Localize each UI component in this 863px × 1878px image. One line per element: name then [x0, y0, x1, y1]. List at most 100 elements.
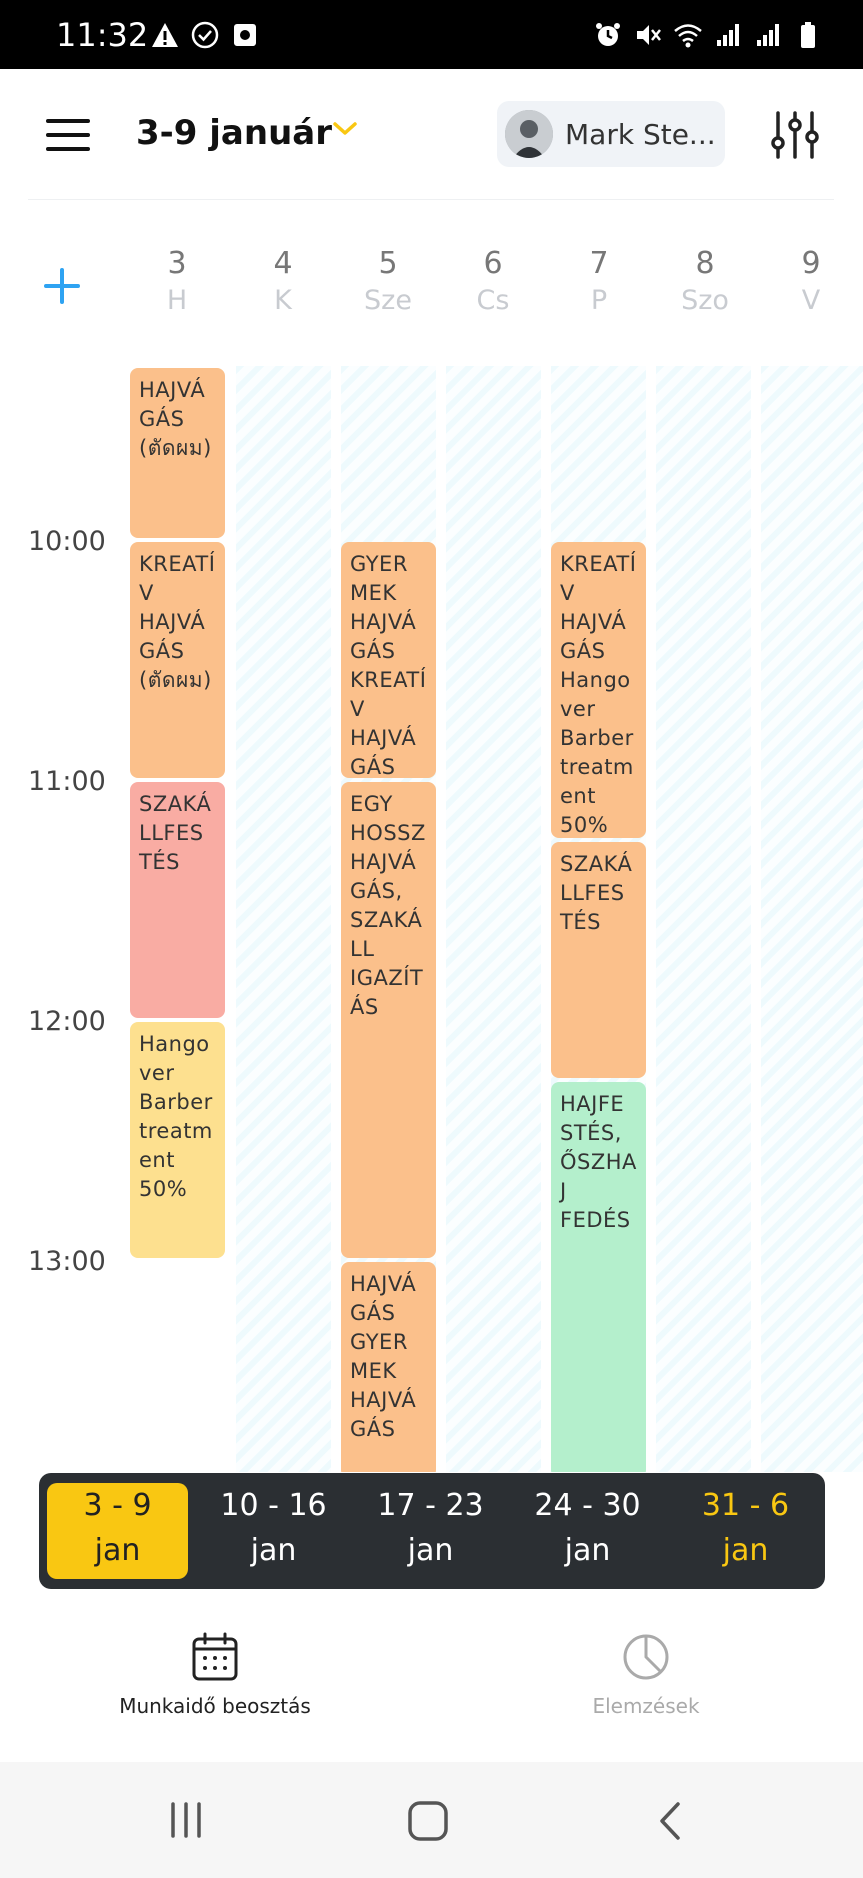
week-title[interactable]: 3-9 január: [136, 113, 332, 153]
appointment-text-line: GÁS: [350, 639, 396, 663]
hour-label: 13:00: [28, 1246, 106, 1277]
home-icon[interactable]: [406, 1800, 450, 1846]
warning-icon: [150, 20, 180, 50]
appointment-text-line: 50%: [139, 1177, 188, 1201]
appointment-text-line: LLFES: [560, 881, 625, 905]
appointment-block[interactable]: SZAKÁ LLFES TÉS: [551, 842, 646, 1078]
recent-apps-icon[interactable]: [166, 1800, 206, 1844]
appointment-text-line: GYER: [350, 552, 408, 576]
appointment-text-line: EGY: [350, 792, 393, 816]
status-bar: 11:32: [0, 0, 863, 69]
appointment-text-line: Hango: [139, 1032, 210, 1056]
appointment-text-line: V: [139, 581, 154, 605]
appointment-text-line: J: [560, 1179, 567, 1203]
week-option[interactable]: 17 - 23 jan: [377, 1488, 484, 1568]
appointment-text-line: GÁS,: [350, 879, 403, 903]
appointment-block[interactable]: HAJVÁ GÁS (ตัดผม): [130, 368, 225, 538]
appointment-block[interactable]: HAJFE STÉS, ŐSZHA J FEDÉS: [551, 1082, 646, 1472]
appointment-text-line: KREATÍ: [139, 552, 216, 576]
appointment-text-line: HAJFE: [560, 1092, 625, 1116]
calendar-icon: [191, 1632, 239, 1686]
appointment-text-line: STÉS,: [560, 1121, 622, 1145]
hour-label: 10:00: [28, 526, 106, 557]
appointment-block[interactable]: SZAKÁ LLFES TÉS: [130, 782, 225, 1018]
nav-analytics-tab[interactable]: Elemzések: [521, 1632, 771, 1718]
appointment-text-line: GÁS: [350, 755, 396, 778]
appointment-text-line: ent: [139, 1148, 175, 1172]
avatar: [505, 110, 553, 158]
week-option[interactable]: 3 - 9 jan: [47, 1483, 188, 1579]
appointment-text-line: HAJVÁ: [139, 378, 206, 402]
appointment-text-line: Hango: [560, 668, 631, 692]
nav-schedule-label: Munkaidő beosztás: [119, 1694, 311, 1718]
battery-icon: [793, 20, 823, 50]
hour-label: 11:00: [28, 766, 106, 797]
back-icon[interactable]: [656, 1800, 686, 1846]
appointment-text-line: KREATÍ: [560, 552, 637, 576]
appointment-text-line: ÁS: [350, 995, 379, 1019]
appointment-text-line: GÁS: [350, 1417, 396, 1441]
appointment-text-line: GÁS: [350, 1301, 396, 1325]
appointment-text-line: SZAKÁ: [560, 852, 633, 876]
bottom-navigation: Munkaidő beosztás Elemzések: [0, 1600, 863, 1760]
signal-icon: [713, 20, 743, 50]
mute-icon: [633, 20, 663, 50]
appointment-text-line: (ตัดผม): [139, 436, 212, 460]
status-time: 11:32: [56, 16, 149, 54]
appointment-text-line: HOSSZ: [350, 821, 426, 845]
appointment-block[interactable]: KREATÍ V HAJVÁ GÁS (ตัดผม): [130, 542, 225, 778]
user-selector[interactable]: Mark Ste...: [497, 101, 725, 167]
appointment-text-line: (ตัดผม): [139, 668, 212, 692]
appointment-text-line: HAJVÁ: [350, 1388, 417, 1412]
appointment-text-line: ŐSZHA: [560, 1150, 637, 1174]
appointment-text-line: HAJVÁ: [139, 610, 206, 634]
appointment-text-line: HAJVÁ: [350, 1272, 417, 1296]
appointment-block[interactable]: HAJVÁ GÁS GYER MEK HAJVÁ GÁS: [341, 1262, 436, 1472]
appointment-block[interactable]: KREATÍ V HAJVÁ GÁS Hango ver Barber treatm ent 50…: [551, 542, 646, 838]
day-column-header[interactable]: 5 Sze: [364, 246, 412, 316]
appointment-text-line: GYER: [350, 1330, 408, 1354]
appointment-text-line: HAJVÁ: [560, 610, 627, 634]
appointment-text-line: GÁS: [139, 639, 185, 663]
filter-sliders-icon[interactable]: [770, 109, 820, 165]
app-header: 3-9 január Mark Ste...: [0, 69, 863, 199]
appointment-text-line: ver: [560, 697, 596, 721]
appointment-block[interactable]: EGY HOSSZ HAJVÁ GÁS, SZAKÁ LL IGAZÍT ÁS: [341, 782, 436, 1258]
unavailable-day-column: [761, 366, 863, 1472]
appointment-block[interactable]: Hango ver Barber treatm ent 50%: [130, 1022, 225, 1258]
week-option[interactable]: 24 - 30 jan: [534, 1488, 641, 1568]
add-icon[interactable]: [40, 264, 84, 308]
header-divider: [28, 199, 834, 200]
appointment-text-line: GÁS: [139, 407, 185, 431]
appointment-text-line: LLFES: [139, 821, 204, 845]
nav-schedule-tab[interactable]: Munkaidő beosztás: [90, 1632, 340, 1718]
menu-icon[interactable]: [46, 119, 90, 151]
appointment-text-line: HAJVÁ: [350, 610, 417, 634]
appointment-text-line: GÁS: [560, 639, 606, 663]
week-option[interactable]: 31 - 6 jan: [701, 1488, 790, 1568]
day-column-header[interactable]: 8 Szo: [681, 246, 729, 316]
nav-analytics-label: Elemzések: [592, 1694, 700, 1718]
week-calendar-grid[interactable]: 10:00 11:00 12:00 13:00 HAJVÁ GÁS (ตัดผม) K…: [0, 360, 863, 1472]
appointment-text-line: MEK: [350, 1359, 397, 1383]
unavailable-day-column: [236, 366, 331, 1472]
chevron-down-icon[interactable]: [332, 121, 358, 141]
check-circle-icon: [190, 20, 220, 50]
appointment-text-line: KREATÍ: [350, 668, 427, 692]
signal-roaming-icon: [753, 20, 783, 50]
appointment-text-line: HAJVÁ: [350, 850, 417, 874]
week-option[interactable]: 10 - 16 jan: [220, 1488, 327, 1568]
appointment-block[interactable]: GYER MEK HAJVÁ GÁS KREATÍ V HAJVÁ GÁS: [341, 542, 436, 778]
wifi-icon: [673, 20, 703, 50]
day-column-header[interactable]: 6 Cs: [476, 246, 510, 316]
appointment-text-line: 50%: [560, 813, 609, 837]
appointment-text-line: IGAZÍT: [350, 966, 424, 990]
unavailable-day-column: [446, 366, 541, 1472]
appointment-text-line: TÉS: [139, 850, 180, 874]
appointment-text-line: LL: [350, 937, 375, 961]
